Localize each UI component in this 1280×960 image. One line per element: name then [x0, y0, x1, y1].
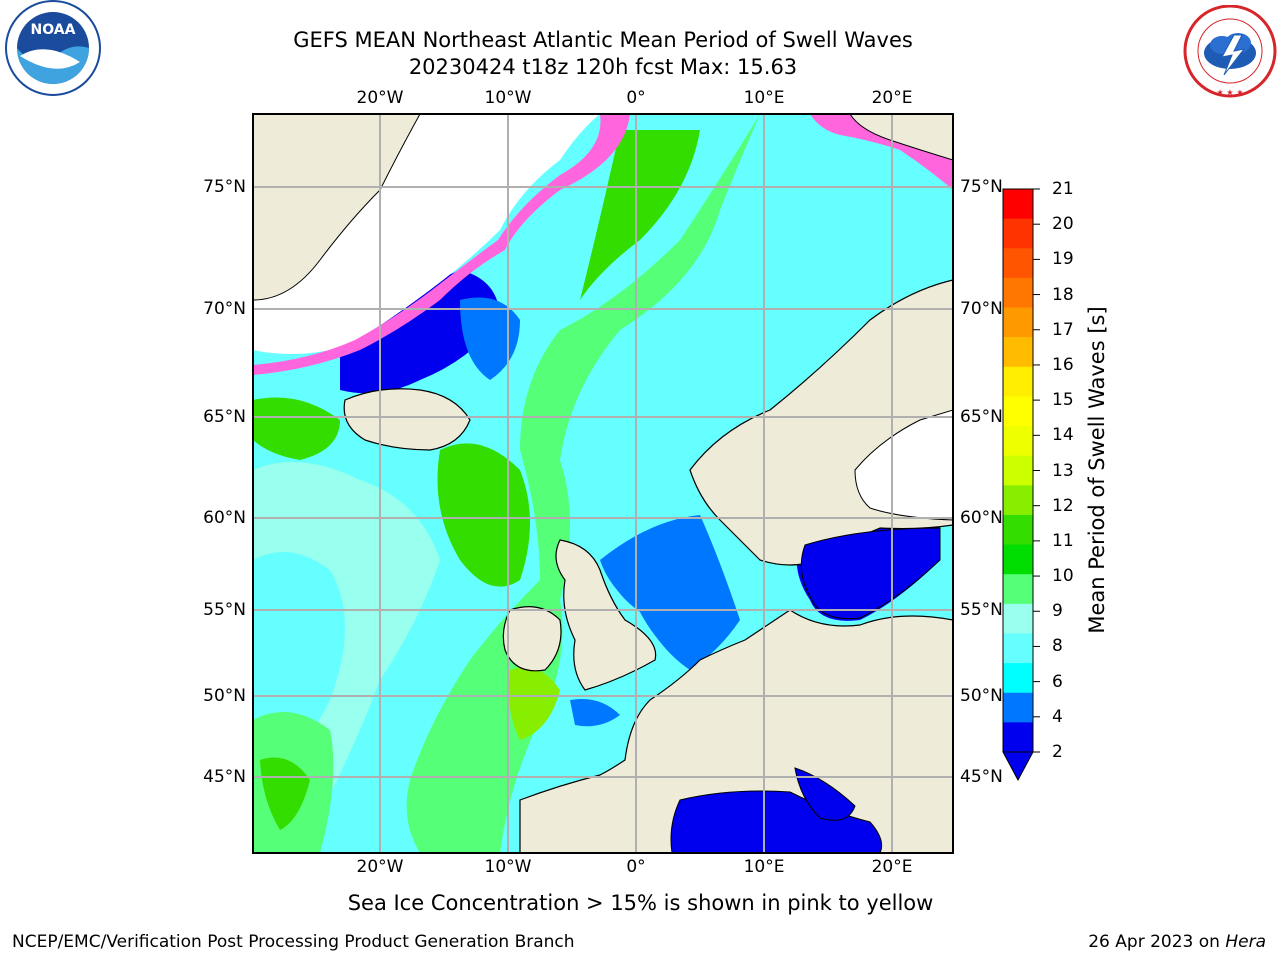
lat-label-right-50n: 50°N: [960, 686, 1003, 706]
colorbar-segment: [1003, 218, 1033, 249]
lon-label-bottom-20w: 20°W: [356, 857, 404, 877]
colorbar-segment: [1003, 692, 1033, 723]
colorbar-tick-label: 16: [1052, 354, 1074, 375]
colorbar-segment: [1003, 248, 1033, 279]
lat-label-left-45n: 45°N: [203, 767, 246, 787]
colorbar-label: Mean Period of Swell Waves [s]: [1085, 306, 1109, 634]
colorbar-segment: [1003, 722, 1033, 753]
colorbar-tick-label: 20: [1052, 214, 1074, 235]
colorbar-tick-label: 10: [1052, 566, 1074, 587]
lon-label-bottom-10w: 10°W: [484, 857, 532, 877]
lat-label-left-60n: 60°N: [203, 508, 246, 528]
colorbar-segment: [1003, 396, 1033, 427]
colorbar-segment: [1003, 514, 1033, 546]
noaa-logo: NOAA: [5, 0, 101, 96]
lon-label-bottom-0: 0°: [626, 857, 646, 877]
lat-label-left-65n: 65°N: [203, 407, 246, 427]
europe: [519, 609, 953, 853]
lat-label-left-50n: 50°N: [203, 686, 246, 706]
colorbar-extend-arrow: [1002, 751, 1034, 782]
lon-label-top-10e: 10°E: [743, 88, 785, 108]
chart-title: GEFS MEAN Northeast Atlantic Mean Period…: [293, 28, 913, 52]
sea-ice-note: Sea Ice Concentration > 15% is shown in …: [347, 891, 934, 915]
colorbar-tick-label: 9: [1052, 601, 1063, 622]
chart-subtitle: 20230424 t18z 120h fcst Max: 15.63: [408, 55, 798, 79]
colorbar-segment: [1003, 485, 1033, 516]
colorbar-segment: [1003, 426, 1033, 457]
lon-label-top-10w: 10°W: [484, 88, 532, 108]
nws-logo: ★ ★ ★: [1183, 5, 1277, 98]
colorbar-tick-label: 18: [1052, 284, 1074, 305]
colorbar-segment: [1003, 663, 1033, 694]
lat-label-right-65n: 65°N: [960, 407, 1003, 427]
lat-label-right-55n: 55°N: [960, 600, 1003, 620]
colorbar-tick-label: 21: [1052, 179, 1074, 199]
colorbar-segment: [1003, 337, 1033, 368]
lat-label-right-75n: 75°N: [960, 177, 1003, 197]
greenland-land: [253, 114, 421, 301]
colorbar-segment: [1003, 277, 1033, 309]
lat-label-right-60n: 60°N: [960, 508, 1003, 528]
colorbar-tick-label: 12: [1052, 495, 1074, 516]
colorbar-tick-label: 13: [1052, 460, 1074, 481]
map-frame: [252, 113, 954, 854]
graticule: [253, 114, 953, 853]
lon-label-bottom-10e: 10°E: [743, 857, 785, 877]
lat-label-right-45n: 45°N: [960, 767, 1003, 787]
colorbar-tick-label: 19: [1052, 249, 1074, 270]
colorbar-tick-label: 4: [1052, 706, 1063, 727]
lon-label-top-20w: 20°W: [356, 88, 404, 108]
colorbar-tick-label: 11: [1052, 530, 1074, 551]
iceland: [343, 388, 471, 451]
colorbar-segment: [1003, 574, 1033, 605]
colorbar-tick-label: 2: [1052, 742, 1063, 762]
colorbar-frame: [1002, 188, 1034, 753]
lon-label-bottom-20e: 20°E: [871, 857, 913, 877]
colorbar-tick-label: 15: [1052, 390, 1074, 411]
colorbar-tick-label: 8: [1052, 636, 1063, 657]
colorbar-segment: [1003, 544, 1033, 575]
lat-label-left-70n: 70°N: [203, 299, 246, 319]
ireland: [502, 606, 562, 672]
lat-label-right-70n: 70°N: [960, 299, 1003, 319]
lat-label-left-75n: 75°N: [203, 177, 246, 197]
svg-text:★ ★ ★: ★ ★ ★: [1216, 88, 1243, 97]
great-britain: [555, 539, 657, 691]
colorbar-tick-label: 6: [1052, 671, 1063, 692]
colorbar-segment: [1003, 603, 1033, 634]
colorbar-tick-label: 14: [1052, 425, 1074, 446]
footer-date: 26 Apr 2023 on Hera: [1088, 932, 1266, 952]
footer-credit: NCEP/EMC/Verification Post Processing Pr…: [12, 932, 575, 952]
colorbar-segment: [1003, 189, 1033, 220]
lon-label-top-20e: 20°E: [871, 88, 913, 108]
colorbar-tick-label: 17: [1052, 319, 1074, 340]
lat-label-left-55n: 55°N: [203, 600, 246, 620]
footer-machine: Hera: [1225, 932, 1266, 952]
lon-label-top-0: 0°: [626, 88, 646, 108]
colorbar-segment: [1003, 366, 1033, 397]
colorbar-segment: [1003, 633, 1033, 664]
colorbar: [1003, 188, 1040, 753]
colorbar-segment: [1003, 307, 1033, 338]
footer-date-text: 26 Apr 2023 on: [1088, 932, 1226, 952]
svg-text:NOAA: NOAA: [31, 22, 76, 38]
colorbar-segment: [1003, 455, 1033, 486]
